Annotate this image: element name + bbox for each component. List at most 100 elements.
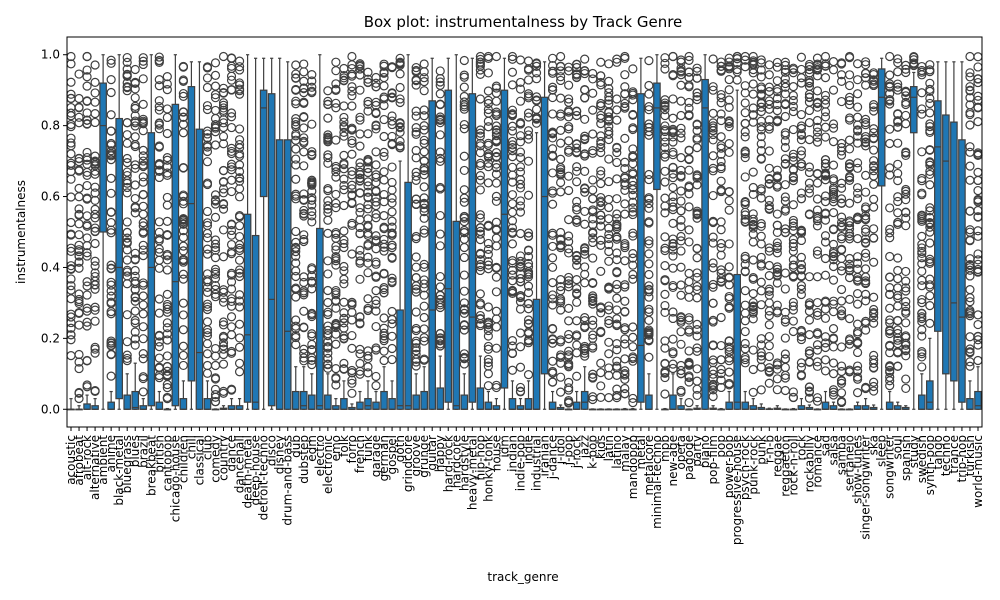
box-samba xyxy=(836,58,847,411)
flier-latin xyxy=(604,349,614,359)
flier-pop xyxy=(716,250,726,260)
flier-soul xyxy=(893,293,903,303)
flier-jazz xyxy=(580,249,590,259)
flier-edm xyxy=(307,355,317,365)
box-singer-songwriter xyxy=(861,57,871,410)
flier-cantopop xyxy=(162,329,172,339)
flier-bluegrass xyxy=(122,233,132,243)
flier-party xyxy=(692,343,702,353)
box-progressive-house xyxy=(732,51,742,410)
flier-reggaeton xyxy=(780,99,790,109)
flier-show-tunes xyxy=(852,59,863,69)
flier-punk xyxy=(756,153,766,163)
y-tick-label: 1.0 xyxy=(41,48,60,62)
flier-swedish xyxy=(917,362,927,372)
flier-german xyxy=(379,81,389,91)
flier-german xyxy=(379,67,389,77)
flier-dance xyxy=(226,75,237,85)
flier-pop xyxy=(716,217,726,227)
flier-garage xyxy=(371,286,381,296)
iqr-box xyxy=(203,398,212,410)
flier-kids xyxy=(596,308,606,318)
flier-party xyxy=(692,180,702,190)
iqr-box xyxy=(299,390,308,410)
flier-club xyxy=(202,302,213,312)
flier-rock-n-roll xyxy=(788,392,798,402)
iqr-box xyxy=(251,234,260,410)
flier-cantopop xyxy=(162,383,172,393)
flier-latino xyxy=(612,94,622,104)
flier-synth-pop xyxy=(925,160,935,170)
flier-salsa xyxy=(828,239,839,249)
flier-anime xyxy=(106,188,116,198)
flier-dancehall xyxy=(234,160,245,170)
flier-new-age xyxy=(668,348,678,359)
flier-hardstyle xyxy=(459,97,469,107)
x-tick-label-chicago-house: chicago-house xyxy=(168,435,182,522)
flier-romance xyxy=(812,205,823,215)
flier-salsa xyxy=(828,137,839,147)
flier-hardstyle xyxy=(459,197,469,207)
flier-afrobeat xyxy=(74,294,84,305)
flier-punk xyxy=(756,139,766,149)
flier-j-pop xyxy=(564,248,574,258)
box-goth xyxy=(395,53,405,410)
box-house xyxy=(491,51,502,410)
flier-show-tunes xyxy=(852,258,863,268)
flier-indie xyxy=(523,130,534,140)
flier-reggae xyxy=(772,116,782,126)
x-tick-label-club: club xyxy=(200,435,214,460)
flier-forro xyxy=(347,180,357,190)
iqr-box xyxy=(388,398,396,410)
flier-garage xyxy=(371,295,381,306)
flier-rockabilly xyxy=(804,118,815,128)
flier-emo xyxy=(331,256,341,266)
flier-club xyxy=(202,157,213,167)
flier-malay xyxy=(620,325,630,335)
flier-country xyxy=(218,51,229,62)
flier-mandopop xyxy=(628,64,638,74)
flier-happy xyxy=(435,77,445,87)
flier-honky-tonk xyxy=(483,220,493,230)
flier-alt-rock xyxy=(82,220,92,230)
flier-punk-rock xyxy=(748,79,758,89)
flier-industrial xyxy=(531,95,542,105)
x-tick-label-songwriter: songwriter xyxy=(883,435,897,499)
flier-spanish xyxy=(901,286,911,296)
flier-romance xyxy=(812,178,823,188)
flier-afrobeat xyxy=(74,204,84,214)
flier-comedy xyxy=(210,239,221,249)
flier-reggae xyxy=(772,262,782,272)
x-tick-label-afrobeat: afrobeat xyxy=(72,435,86,486)
flier-rockabilly xyxy=(804,386,815,396)
flier-children xyxy=(178,196,188,206)
flier-pop-film xyxy=(708,258,718,268)
flier-spanish xyxy=(901,340,911,350)
flier-blues xyxy=(130,265,140,276)
flier-reggaeton xyxy=(780,307,790,317)
flier-bluegrass xyxy=(122,182,132,193)
iqr-box xyxy=(356,401,364,410)
box-anime xyxy=(106,55,116,410)
box-guitar xyxy=(428,57,437,410)
flier-j-pop xyxy=(564,244,574,254)
flier-world-music xyxy=(973,340,983,350)
iqr-box xyxy=(275,139,284,410)
flier-dubstep xyxy=(299,323,309,333)
flier-party xyxy=(692,135,702,145)
flier-alternative xyxy=(90,188,100,198)
flier-psych-rock xyxy=(740,267,750,277)
flier-mandopop xyxy=(628,253,638,263)
flier-german xyxy=(379,175,389,185)
flier-goth xyxy=(395,142,405,153)
iqr-box xyxy=(131,390,140,410)
flier-new-age xyxy=(668,334,678,344)
flier-opera xyxy=(676,110,686,121)
flier-synth-pop xyxy=(925,274,935,284)
box-bluegrass xyxy=(122,52,132,410)
flier-world-music xyxy=(973,319,983,330)
flier-reggaeton xyxy=(780,159,790,169)
iqr-box xyxy=(877,68,886,187)
flier-folk xyxy=(339,226,349,236)
flier-synth-pop xyxy=(925,67,935,77)
